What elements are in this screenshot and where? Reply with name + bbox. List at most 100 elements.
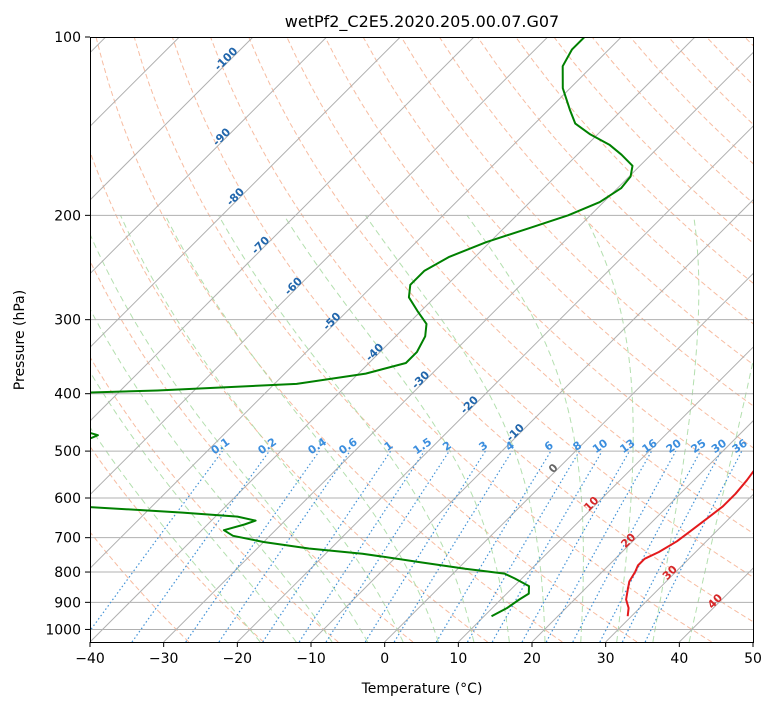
moist-adiabat — [283, 215, 510, 642]
mixing-ratio-line — [545, 450, 653, 642]
mixing-ratio-line — [131, 450, 270, 642]
isotherm-label: -50 — [320, 310, 343, 333]
dry-adiabat — [90, 150, 488, 642]
dry-adiabat — [210, 37, 753, 623]
mixing-ratio-label: 30 — [709, 436, 729, 456]
dry-adiabat — [706, 37, 753, 86]
isotherm-label: -80 — [224, 185, 247, 208]
dry-adiabat — [324, 37, 753, 491]
dry-adiabat — [95, 37, 563, 642]
isotherm-label: -70 — [249, 234, 272, 257]
mixing-ratio-line — [185, 450, 320, 642]
mixing-ratio-label: 10 — [590, 436, 610, 456]
mixing-ratio-line — [521, 450, 631, 642]
moist-adiabat — [120, 215, 404, 642]
moist-adiabat — [90, 308, 333, 642]
dry-adiabat — [438, 37, 753, 366]
x-tick-label: 0 — [380, 651, 389, 667]
y-tick-label: 1000 — [45, 622, 81, 638]
moist-adiabat — [466, 215, 584, 642]
mixing-ratio-line — [644, 450, 743, 642]
isotherm-gridline — [236, 125, 753, 642]
mixing-ratio-line — [572, 450, 677, 642]
mixing-ratio-label: 13 — [617, 437, 637, 456]
isotherm-label: 20 — [618, 530, 638, 550]
x-axis: −40 −30 −20 −10 0 10 20 30 40 50 — [75, 642, 762, 667]
isotherm-gridline — [752, 641, 753, 642]
isotherm-label: 40 — [705, 591, 725, 611]
mixing-ratio-line — [262, 450, 392, 642]
y-axis-label: Pressure (hPa) — [12, 290, 28, 390]
y-tick-label: 700 — [54, 531, 81, 547]
dry-adiabat — [90, 356, 339, 642]
mixing-ratio-line — [298, 450, 425, 642]
mixing-ratio-line — [90, 450, 223, 632]
isotherm-gridline — [163, 51, 753, 642]
mixing-ratio-line — [393, 450, 513, 642]
dry-adiabat — [90, 531, 190, 642]
x-tick-label: 10 — [449, 651, 467, 667]
moist-adiabat — [364, 215, 546, 642]
isotherm-label: -90 — [210, 125, 233, 148]
mixing-ratio-label: 0.6 — [336, 435, 360, 457]
dry-adiabat — [668, 37, 753, 125]
plot-area: 0.1 0.2 0.4 0.6 1 1.5 2 3 4 6 8 10 13 16 20 25 30 36-100-… — [90, 37, 753, 642]
y-axis: 100 200 300 400 500 600 700 800 900 1000 — [45, 30, 90, 638]
y-tick-label: 900 — [54, 595, 81, 611]
x-tick-label: 20 — [523, 651, 541, 667]
y-tick-label: 600 — [54, 491, 81, 507]
isotherm-gridline — [531, 420, 753, 642]
mixing-ratio-label: 1.5 — [411, 435, 434, 457]
mixing-ratio-line — [599, 450, 702, 642]
mixing-ratio-label: 25 — [688, 437, 708, 456]
isotherm-gridline — [90, 37, 622, 570]
isotherm-gridline — [90, 37, 696, 642]
dry-adiabat — [133, 37, 638, 642]
x-tick-label: −40 — [75, 651, 105, 667]
mixing-ratio-line — [621, 450, 722, 642]
y-tick-label: 400 — [54, 387, 81, 403]
x-axis-label: Temperature (°C) — [361, 681, 483, 697]
dry-adiabat — [362, 37, 753, 449]
x-tick-label: 50 — [744, 651, 762, 667]
y-tick-label: 300 — [54, 313, 81, 329]
dry-adiabat — [400, 37, 753, 407]
moist-adiabat — [652, 215, 700, 642]
mixing-ratio-line — [435, 450, 552, 642]
isotherm-gridline — [605, 493, 753, 642]
y-tick-label: 500 — [54, 444, 81, 460]
dry-adiabat — [90, 445, 264, 642]
mixing-ratio-label: 0.2 — [256, 435, 279, 457]
dewpoint-profile — [90, 37, 634, 618]
mixing-ratio-label: 0.1 — [209, 435, 232, 457]
x-tick-label: −10 — [296, 651, 326, 667]
dry-adiabat — [248, 37, 753, 578]
dry-adiabat — [171, 37, 712, 642]
dry-adiabat — [90, 259, 414, 642]
y-tick-label: 200 — [54, 208, 81, 224]
y-tick-label: 800 — [54, 565, 81, 581]
isotherm-gridline — [384, 272, 753, 642]
isotherm-gridline — [90, 37, 475, 422]
moist-adiabat — [90, 370, 297, 642]
x-tick-label: −20 — [223, 651, 253, 667]
dry-adiabat — [515, 37, 753, 284]
plot-frame — [90, 37, 754, 643]
y-tick-label: 100 — [54, 30, 81, 46]
chart-title: wetPf2_C2E5.2020.205.00.07.G07 — [285, 12, 559, 32]
isotherm-gridline — [90, 37, 328, 275]
isotherm-gridline — [90, 37, 254, 201]
isotherm-label: -60 — [282, 274, 305, 297]
mixing-ratio-line — [325, 450, 450, 642]
isotherm-gridline — [457, 346, 753, 642]
isotherm-label: -100 — [212, 44, 241, 73]
moist-adiabat — [90, 232, 369, 642]
moist-adiabat — [164, 215, 439, 642]
moist-adiabat — [218, 215, 475, 642]
isotherm-label: 10 — [581, 494, 601, 514]
x-tick-label: −30 — [149, 651, 179, 667]
isotherm-gridline — [310, 199, 753, 642]
isotherm-gridline — [90, 37, 549, 496]
isotherm-label: 30 — [660, 562, 680, 582]
x-tick-label: 30 — [597, 651, 615, 667]
